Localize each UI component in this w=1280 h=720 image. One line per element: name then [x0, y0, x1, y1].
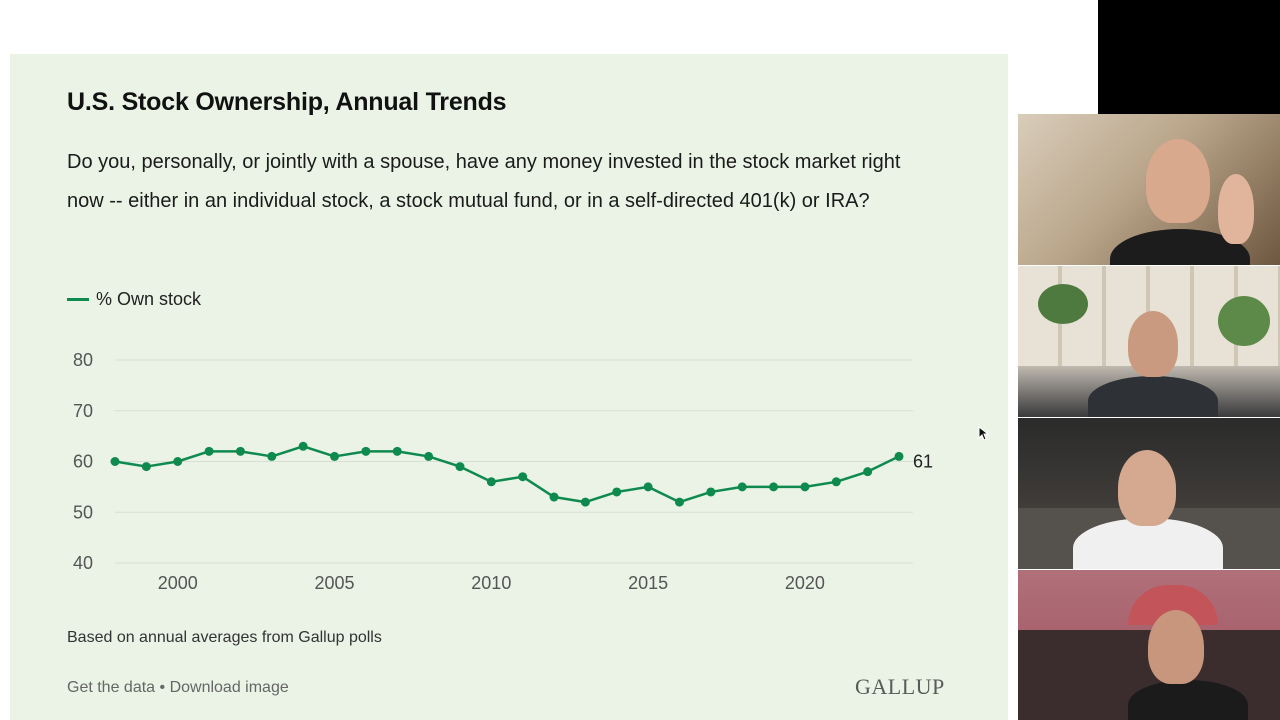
get-data-link[interactable]: Get the data: [67, 679, 156, 696]
x-tick-label: 2020: [785, 573, 825, 593]
y-tick-label: 80: [73, 350, 93, 370]
data-point: [737, 482, 747, 492]
data-point: [267, 451, 277, 461]
y-tick-label: 50: [73, 502, 93, 522]
data-point: [392, 446, 402, 456]
person-head: [1146, 139, 1210, 223]
legend-label: % Own stock: [96, 289, 202, 309]
data-point: [580, 497, 590, 507]
data-point: [863, 467, 873, 477]
data-point: [455, 462, 465, 472]
legend-swatch: [67, 298, 89, 301]
end-value-label: 61: [913, 451, 933, 471]
data-point: [643, 482, 653, 492]
data-point: [518, 472, 528, 482]
data-point: [173, 457, 183, 466]
person-head: [1128, 311, 1178, 377]
plant: [1038, 284, 1088, 324]
data-point: [549, 492, 559, 502]
blank-video-area: [1098, 0, 1280, 114]
person-video-icon: [1073, 518, 1223, 569]
video-tile-participant-2[interactable]: [1018, 266, 1280, 417]
slide-card: U.S. Stock Ownership, Annual Trends Do y…: [10, 54, 1008, 720]
series-line-own-stock: [114, 445, 900, 504]
video-tile-participant-1[interactable]: [1018, 114, 1280, 265]
plant: [1218, 296, 1270, 346]
video-tile-participant-3[interactable]: [1018, 418, 1280, 569]
data-point: [141, 462, 151, 472]
download-image-link[interactable]: Download image: [169, 679, 289, 696]
chart-title: U.S. Stock Ownership, Annual Trends: [67, 88, 507, 116]
data-point: [706, 487, 716, 497]
data-point: [204, 446, 214, 456]
data-point: [612, 487, 622, 497]
x-tick-label: 2005: [314, 573, 354, 593]
data-point: [361, 446, 371, 456]
data-point: [486, 477, 496, 487]
person-video-icon: [1128, 680, 1248, 720]
x-tick-label: 2015: [628, 573, 668, 593]
person-video-icon: [1088, 376, 1218, 417]
video-tile-participant-4[interactable]: [1018, 570, 1280, 720]
person-head: [1148, 610, 1204, 684]
chart-links: Get the data • Download image: [67, 679, 289, 697]
x-tick-label: 2000: [158, 573, 198, 593]
link-separator: •: [155, 679, 170, 696]
person-head: [1118, 450, 1176, 526]
data-point: [674, 497, 684, 507]
chart-legend: % Own stock: [67, 289, 201, 310]
raised-hand: [1218, 174, 1254, 244]
chart-footnote: Based on annual averages from Gallup pol…: [67, 629, 382, 646]
data-point: [235, 446, 245, 456]
gallup-logo: GALLUP: [855, 674, 945, 699]
y-tick-label: 60: [73, 452, 93, 472]
survey-question: Do you, personally, or jointly with a sp…: [67, 151, 901, 212]
y-tick-label: 70: [73, 401, 93, 421]
data-point: [800, 482, 810, 492]
data-point: [330, 451, 340, 461]
data-point: [110, 457, 120, 466]
mouse-cursor-icon: [978, 426, 990, 441]
y-tick-label: 40: [73, 553, 93, 573]
data-point: [894, 451, 904, 461]
x-tick-label: 2010: [471, 573, 511, 593]
data-point: [424, 451, 434, 461]
data-point: [298, 441, 308, 451]
data-point: [769, 482, 779, 492]
data-point: [831, 477, 841, 487]
line-chart: 40 50 60 70 80 2000 2005 2010 2015 2020 61: [73, 350, 933, 593]
